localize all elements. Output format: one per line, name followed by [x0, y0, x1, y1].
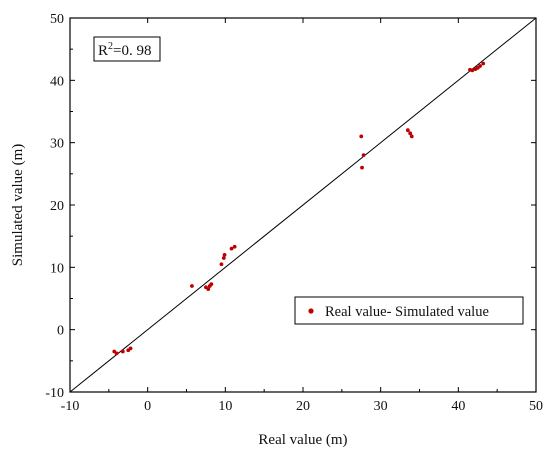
y-tick-label: 0: [57, 324, 64, 339]
y-tick-label: 30: [50, 137, 64, 152]
data-point: [114, 351, 119, 356]
x-axis-ticks: -10 0 10 20 30 40 50: [61, 18, 543, 414]
data-point: [128, 346, 133, 351]
y-tick-label: 40: [50, 74, 64, 89]
data-point: [229, 246, 234, 251]
x-tick-label: 0: [144, 399, 151, 414]
x-axis-title: Real value (m): [258, 432, 347, 448]
legend: Real value- Simulated value: [294, 296, 524, 325]
data-point: [209, 282, 214, 287]
data-point: [190, 284, 194, 288]
y-tick-label: -10: [45, 386, 64, 401]
y-axis-title: Simulated value (m): [10, 144, 26, 266]
data-point: [359, 134, 364, 139]
data-point: [232, 244, 237, 249]
data-point: [219, 262, 224, 267]
r-squared-annotation: R2=0. 98: [93, 36, 161, 62]
x-tick-label: 30: [374, 399, 388, 414]
x-tick-label: 40: [451, 399, 465, 414]
r-squared-value: =0. 98: [113, 43, 151, 59]
data-point: [478, 64, 482, 68]
legend-label: Real value- Simulated value: [325, 304, 489, 320]
data-point: [405, 128, 410, 133]
y-axis-ticks: -10 0 10 20 30 40 50: [45, 12, 536, 401]
r-squared-box: [93, 36, 161, 62]
data-point: [206, 287, 211, 292]
data-point: [120, 349, 125, 354]
x-tick-label: 20: [296, 399, 310, 414]
legend-box: [294, 296, 524, 325]
r-squared-text: R2=0. 98: [98, 41, 151, 59]
data-point: [481, 61, 486, 66]
data-point: [409, 134, 414, 139]
reference-line: [69, 17, 537, 393]
data-point: [408, 131, 413, 136]
data-point: [470, 68, 475, 73]
r-squared-superscript: 2: [108, 41, 113, 52]
data-point: [361, 153, 366, 158]
data-points: [112, 61, 486, 356]
y-tick-label: 10: [50, 261, 64, 276]
data-point: [360, 165, 364, 170]
x-tick-label: 10: [218, 399, 232, 414]
x-tick-label: 50: [529, 399, 543, 414]
y-tick-label: 20: [50, 199, 64, 214]
y-tick-label: 50: [50, 12, 64, 27]
legend-marker: [308, 308, 314, 314]
data-point: [221, 256, 226, 260]
r-squared-prefix: R: [98, 43, 108, 59]
data-point: [222, 252, 227, 257]
x-tick-label: -10: [61, 399, 80, 414]
